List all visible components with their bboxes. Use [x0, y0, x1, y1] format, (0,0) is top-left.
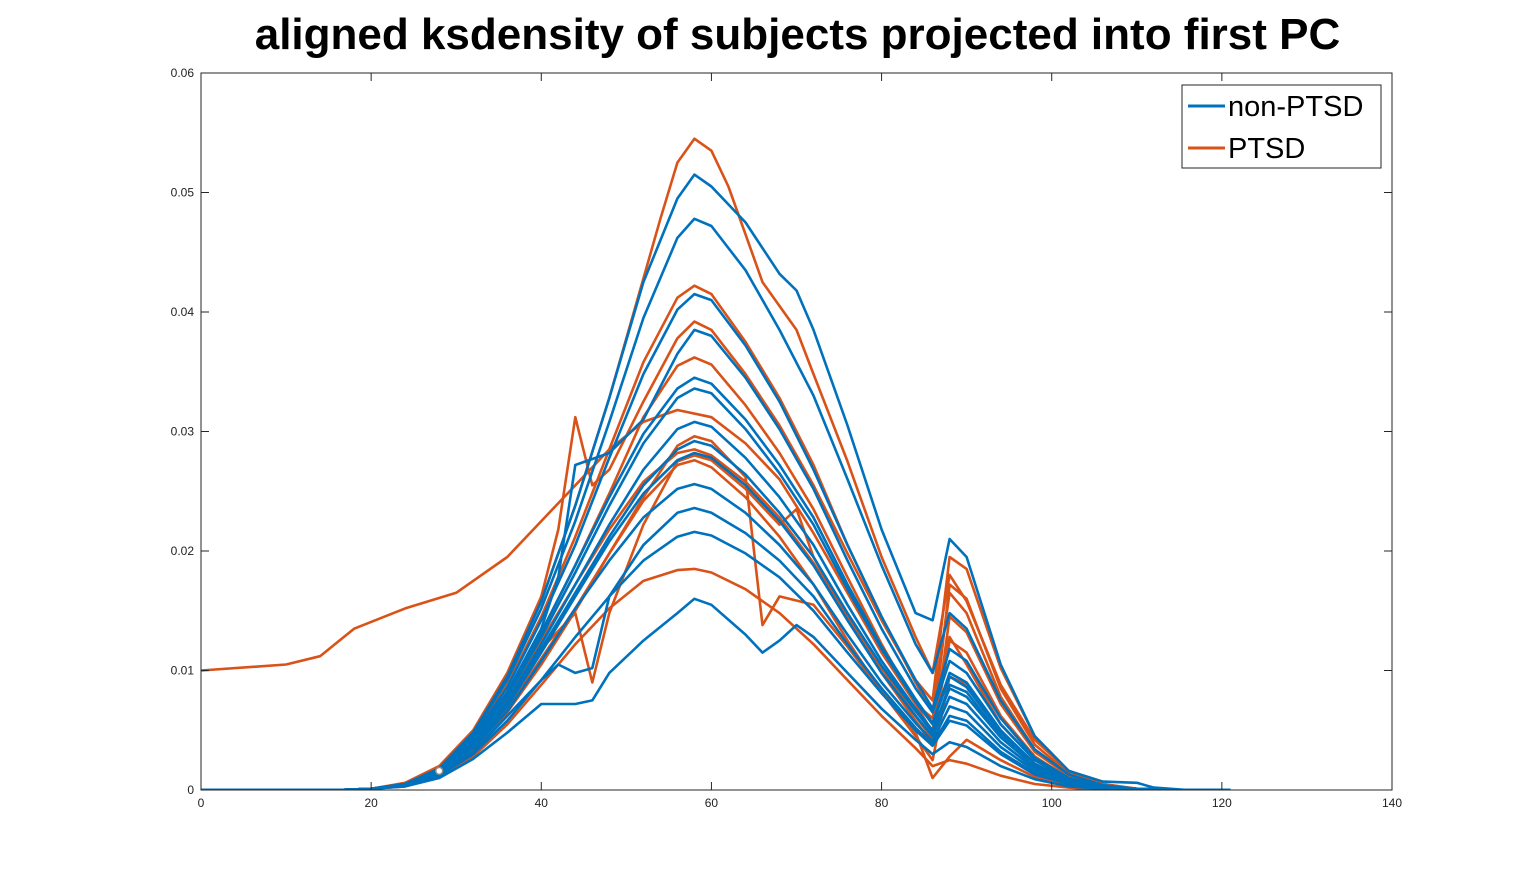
- ptsd-series-line: [201, 454, 1231, 790]
- x-tick-label: 120: [1212, 796, 1232, 810]
- ptsd-series-line: [201, 448, 1231, 790]
- non-ptsd-series-line: [201, 530, 1231, 790]
- y-tick-label: 0.02: [171, 544, 195, 558]
- x-tick-label: 140: [1382, 796, 1402, 810]
- x-tick-label: 20: [364, 796, 378, 810]
- legend-box: [1181, 84, 1382, 169]
- y-tick-label: 0: [187, 783, 194, 797]
- non-ptsd-series-line: [201, 451, 1231, 790]
- chart-title: aligned ksdensity of subjects projected …: [254, 10, 1341, 59]
- y-tick-label: 0.04: [171, 305, 195, 319]
- x-tick-label: 40: [535, 796, 549, 810]
- non-ptsd-series-line: [201, 173, 1231, 790]
- x-tick-label: 60: [705, 796, 719, 810]
- legend: non-PTSD PTSD: [1181, 84, 1382, 169]
- ptsd-series-line: [201, 320, 1231, 790]
- x-tick-label: 100: [1042, 796, 1062, 810]
- data-cursor-marker[interactable]: [434, 766, 444, 776]
- ptsd-series-line: [201, 434, 1231, 790]
- y-tick-label: 0.03: [171, 425, 195, 439]
- y-tick-label: 0.01: [171, 664, 195, 678]
- non-ptsd-series-line: [201, 292, 1231, 790]
- non-ptsd-series-line: [201, 420, 1231, 790]
- non-ptsd-series-line: [201, 217, 1231, 790]
- ptsd-series-line: [201, 567, 1231, 790]
- non-ptsd-series-line: [201, 376, 1231, 790]
- non-ptsd-series-line: [201, 482, 1231, 790]
- axes: 0 20 40 60 80 100 120 140 0 0.01 0.02 0.03 0.04 0.05 0…: [171, 66, 1403, 810]
- non-ptsd-series-line: [201, 597, 1231, 790]
- legend-label: non-PTSD: [1228, 91, 1363, 123]
- x-tick-label: 80: [875, 796, 889, 810]
- non-ptsd-series-line: [201, 506, 1231, 790]
- y-tick-label: 0.06: [171, 66, 195, 80]
- x-tick-label: 0: [198, 796, 205, 810]
- y-tick-label: 0.05: [171, 186, 195, 200]
- ptsd-series-line: [201, 408, 1231, 790]
- non-ptsd-series-line: [201, 439, 1231, 790]
- ptsd-series-line: [201, 458, 1231, 790]
- legend-label: PTSD: [1228, 133, 1305, 165]
- series-lines: [201, 137, 1231, 790]
